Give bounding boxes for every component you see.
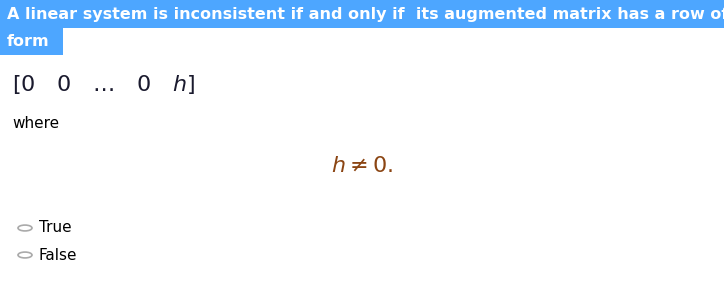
Text: A linear system is inconsistent if and only if  its augmented matrix has a row o: A linear system is inconsistent if and o… [7, 6, 724, 22]
Text: True: True [39, 221, 72, 235]
Text: $[0 \quad 0 \quad \ldots \quad 0 \quad h]$: $[0 \quad 0 \quad \ldots \quad 0 \quad h… [12, 74, 195, 96]
Text: $h \neq 0.$: $h \neq 0.$ [331, 156, 393, 176]
FancyBboxPatch shape [0, 28, 63, 55]
Text: form: form [7, 34, 50, 49]
Text: False: False [39, 248, 77, 262]
FancyBboxPatch shape [0, 0, 724, 28]
Text: where: where [12, 115, 59, 131]
